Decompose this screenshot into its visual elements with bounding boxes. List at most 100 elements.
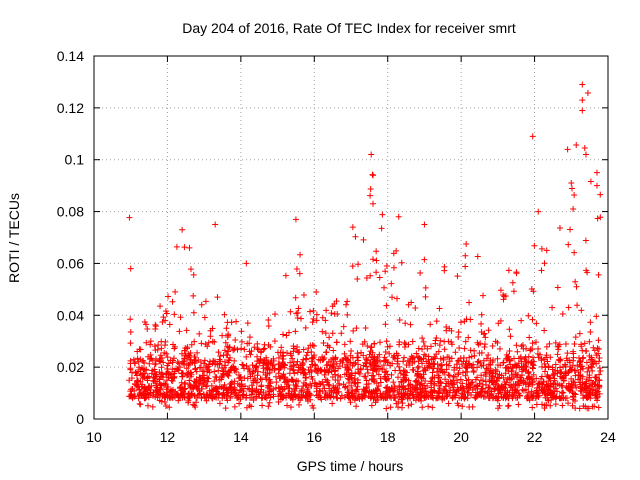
data-point [572, 334, 579, 341]
data-point [414, 364, 421, 371]
data-point [201, 314, 208, 321]
data-point [570, 378, 577, 385]
data-point [373, 269, 380, 276]
data-point [270, 386, 277, 393]
data-point [461, 395, 468, 402]
data-point [596, 382, 603, 389]
data-point [159, 319, 166, 326]
data-point [127, 265, 134, 272]
data-point [192, 366, 199, 373]
data-point [405, 402, 412, 409]
data-point [454, 273, 461, 280]
data-point [441, 346, 448, 353]
data-point [520, 366, 527, 373]
data-point [431, 381, 438, 388]
data-point [407, 381, 414, 388]
data-point [514, 348, 521, 355]
data-point [313, 385, 320, 392]
data-point [462, 372, 469, 379]
data-point [265, 361, 272, 368]
data-point [321, 385, 328, 392]
data-point [586, 352, 593, 359]
data-point [472, 394, 479, 401]
data-point [341, 341, 348, 348]
data-point [157, 358, 164, 365]
data-point [554, 351, 561, 358]
data-point [559, 402, 566, 409]
data-point [285, 382, 292, 389]
x-tick-label: 24 [600, 429, 616, 445]
data-point [478, 363, 485, 370]
y-tick-label: 0.04 [57, 307, 84, 323]
data-point [421, 382, 428, 389]
y-tick-label: 0 [76, 411, 84, 427]
data-point [361, 373, 368, 380]
data-point [141, 385, 148, 392]
data-point [353, 403, 360, 410]
data-point [425, 353, 432, 360]
data-point [401, 339, 408, 346]
data-point [441, 395, 448, 402]
data-point [466, 354, 473, 361]
data-point [373, 257, 380, 264]
data-point [535, 354, 542, 361]
data-point [204, 343, 211, 350]
data-point [162, 403, 169, 410]
data-point [360, 386, 367, 393]
data-point [430, 360, 437, 367]
data-point [165, 293, 172, 300]
data-point [323, 307, 330, 314]
data-point [572, 367, 579, 374]
data-point [396, 316, 403, 323]
data-point [541, 360, 548, 367]
data-point [306, 369, 313, 376]
data-point [552, 339, 559, 346]
data-point [382, 268, 389, 275]
data-point [293, 265, 300, 272]
data-point [566, 387, 573, 394]
data-point [415, 396, 422, 403]
data-point [415, 345, 422, 352]
data-point [182, 379, 189, 386]
data-point [421, 389, 428, 396]
data-point [349, 263, 356, 270]
data-point [446, 372, 453, 379]
data-point [376, 274, 383, 281]
y-tick-label: 0.06 [57, 255, 84, 271]
data-point [495, 405, 502, 412]
data-point [344, 298, 351, 305]
data-point [243, 404, 250, 411]
data-point [287, 359, 294, 366]
data-point [132, 360, 139, 367]
data-point [291, 386, 298, 393]
data-point [184, 344, 191, 351]
data-point [594, 215, 601, 222]
data-point [471, 383, 478, 390]
data-point [342, 383, 349, 390]
data-point [302, 392, 309, 399]
data-point [546, 340, 553, 347]
data-point [543, 247, 550, 254]
data-point [179, 359, 186, 366]
data-point [535, 208, 542, 215]
data-point [418, 356, 425, 363]
data-point [352, 233, 359, 240]
data-point [367, 186, 374, 193]
data-point [396, 363, 403, 370]
data-point [148, 355, 155, 362]
data-point [178, 350, 185, 357]
data-point [136, 346, 143, 353]
data-point [329, 400, 336, 407]
data-point [556, 382, 563, 389]
data-point [286, 385, 293, 392]
data-point [586, 338, 593, 345]
data-point [379, 393, 386, 400]
data-point [307, 391, 314, 398]
data-point [209, 338, 216, 345]
data-point [568, 180, 575, 187]
data-point [474, 253, 481, 260]
data-point [175, 360, 182, 367]
data-point [442, 376, 449, 383]
data-point [436, 305, 443, 312]
data-point [593, 313, 600, 320]
